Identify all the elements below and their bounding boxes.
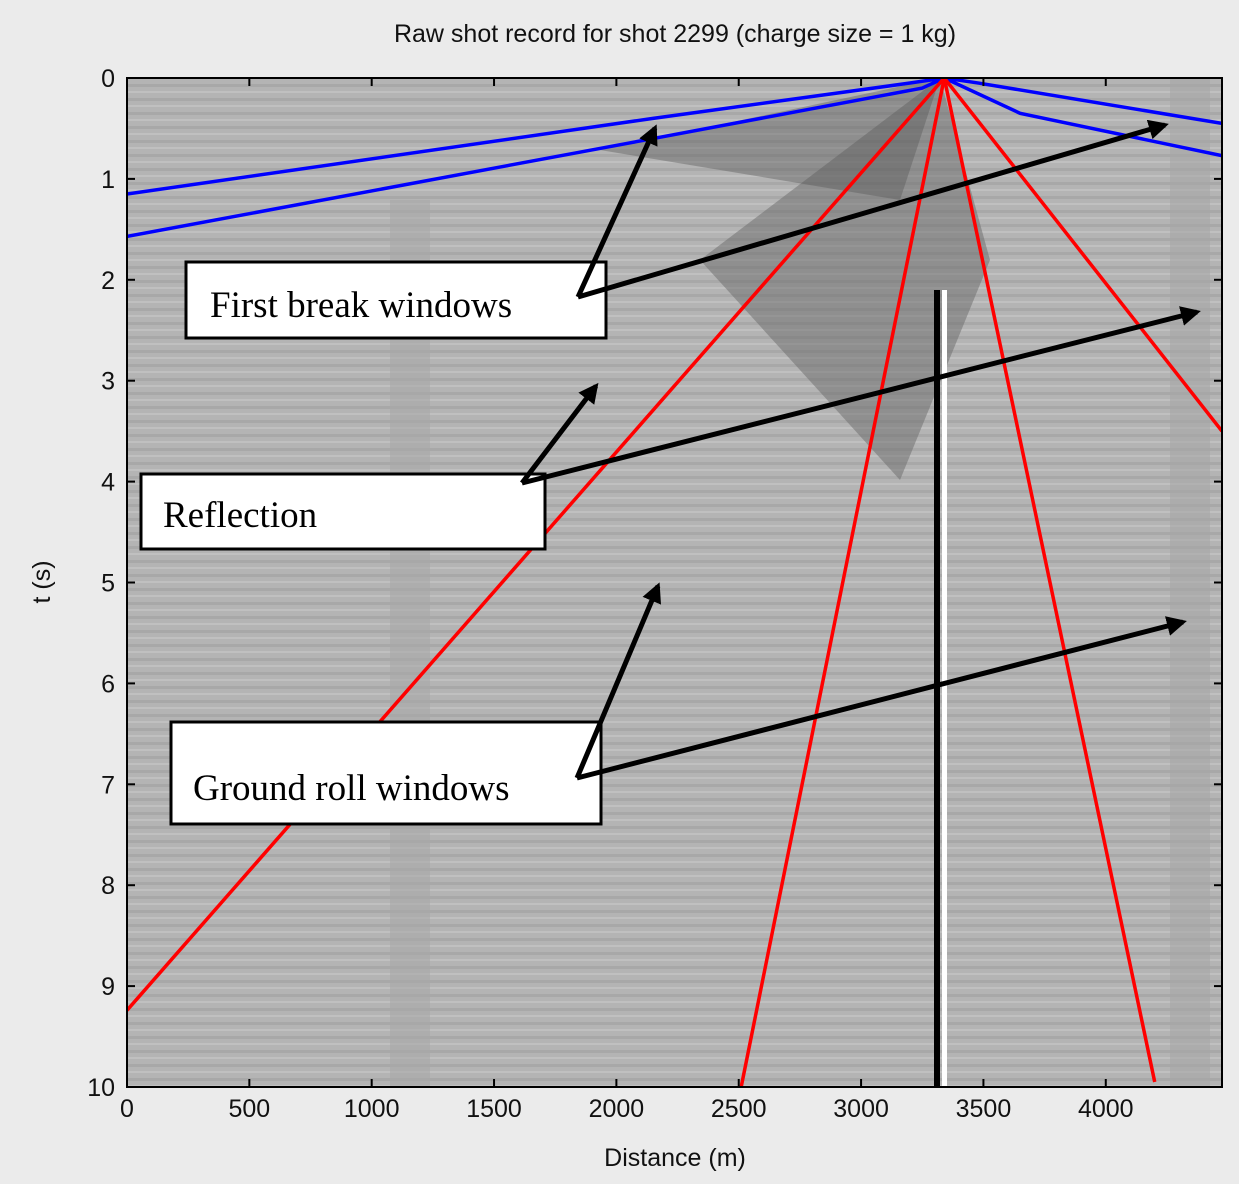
x-tick-label: 500: [228, 1095, 270, 1123]
annotation-text: Reflection: [163, 495, 317, 536]
annotation-box: [139, 472, 547, 551]
texture: [390, 78, 1210, 1087]
annotation-arrow: [521, 306, 1201, 486]
y-tick-label: 5: [101, 570, 115, 598]
annotation-arrow: [574, 582, 661, 779]
x-tick-label: 1500: [466, 1095, 522, 1123]
x-axis-label: Distance (m): [604, 1144, 746, 1172]
y-tick-label: 9: [101, 973, 115, 1001]
plot-background: [127, 78, 1222, 1087]
y-tick-label: 3: [101, 368, 115, 396]
chart-title: Raw shot record for shot 2299 (charge si…: [394, 20, 956, 48]
x-tick-label: 4000: [1078, 1095, 1134, 1123]
x-tick-label: 0: [120, 1095, 134, 1123]
y-tick-label: 0: [101, 65, 115, 93]
series-line: [127, 78, 1222, 239]
y-tick-label: 2: [101, 267, 115, 295]
y-tick-label: 6: [101, 670, 115, 698]
x-tick-label: 2000: [589, 1095, 645, 1123]
annotations: First break windows Reflection Ground roll…: [139, 119, 1201, 826]
annotation-arrow: [575, 124, 658, 299]
y-tick-label: 1: [101, 166, 115, 194]
x-tick-label: 3500: [956, 1095, 1012, 1123]
y-tick-label: 4: [101, 469, 115, 497]
series-line: [127, 78, 1222, 196]
annotation-arrow: [520, 382, 599, 485]
annotation-text: Ground roll windows: [193, 768, 510, 809]
y-tick-label: 10: [87, 1074, 115, 1102]
series-line: [942, 78, 1157, 1083]
annotation-arrow: [577, 119, 1169, 300]
y-axis-label: t (s): [28, 560, 56, 603]
series-line: [739, 78, 946, 1087]
annotation-arrow: [576, 616, 1187, 781]
annotation-text: First break windows: [210, 285, 512, 326]
annotation-box: [184, 260, 608, 340]
y-tick-label: 7: [101, 771, 115, 799]
series-line: [942, 78, 1222, 433]
y-tick-label: 8: [101, 872, 115, 900]
x-tick-label: 1000: [344, 1095, 400, 1123]
annotation-box: [169, 720, 603, 826]
x-tick-label: 3000: [833, 1095, 889, 1123]
x-tick-label: 2500: [711, 1095, 767, 1123]
